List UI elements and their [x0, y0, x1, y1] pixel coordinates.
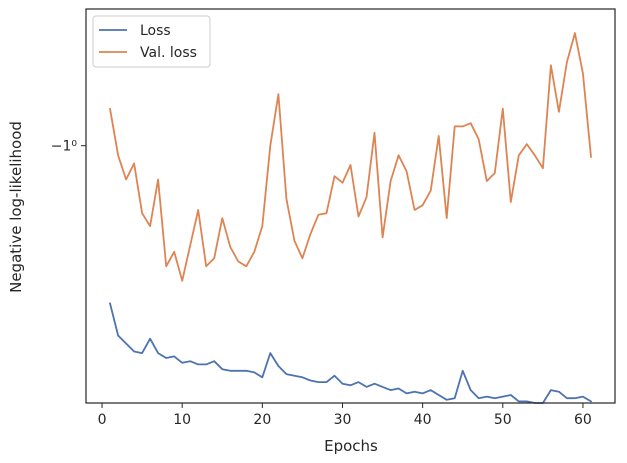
series-layer [109, 32, 592, 404]
legend-label-val-loss: Val. loss [140, 45, 197, 61]
x-tick-label: 20 [253, 412, 271, 428]
legend: Loss Val. loss [92, 15, 211, 68]
legend-label-loss: Loss [140, 23, 171, 39]
plot-area [86, 9, 615, 403]
plot-background [86, 9, 615, 403]
y-tick-label: −1⁰ [51, 139, 78, 155]
y-axis: −1⁰ [51, 139, 86, 155]
x-tick-label: 40 [414, 412, 432, 428]
series-line-loss [109, 302, 592, 404]
x-tick-label: 30 [334, 412, 352, 428]
x-axis-title: Epochs [324, 437, 378, 455]
x-tick-label: 50 [494, 412, 512, 428]
x-tick-label: 0 [98, 412, 107, 428]
legend-box [92, 15, 211, 68]
x-axis: 0 10 20 30 40 50 60 [98, 403, 592, 428]
y-axis-title: Negative log-likelihood [7, 121, 25, 293]
plot-border [85, 8, 616, 404]
x-tick-label: 60 [574, 412, 592, 428]
x-tick-label: 10 [173, 412, 191, 428]
series-line-val-loss [109, 32, 592, 282]
plot-frame [85, 8, 616, 404]
